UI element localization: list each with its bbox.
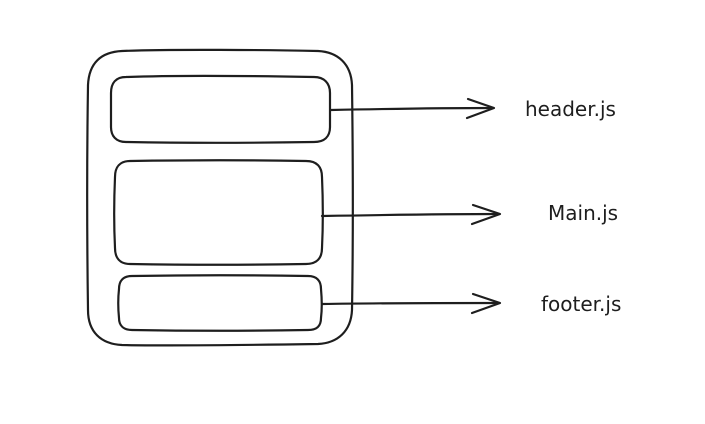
main-arrow-head xyxy=(470,203,502,226)
main-section xyxy=(113,159,324,266)
main-label: Main.js xyxy=(548,201,618,225)
header-section xyxy=(109,74,332,144)
header-arrow xyxy=(329,97,496,120)
footer-label: footer.js xyxy=(541,292,621,316)
footer-arrow xyxy=(320,292,502,315)
header-arrow-shaft xyxy=(329,106,495,112)
page-container xyxy=(86,48,354,347)
header-label: header.js xyxy=(525,97,616,121)
header-arrow-head xyxy=(465,97,496,120)
main-arrow-shaft xyxy=(320,212,501,218)
footer-arrow-head xyxy=(470,292,502,315)
footer-section xyxy=(117,274,323,332)
main-arrow xyxy=(320,203,502,226)
footer-arrow-shaft xyxy=(320,301,501,306)
